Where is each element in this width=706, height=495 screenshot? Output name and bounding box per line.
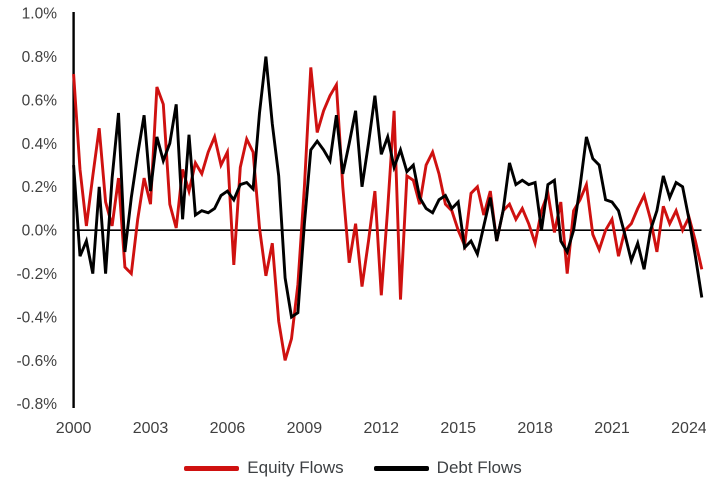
y-tick-label: 1.0% bbox=[22, 6, 58, 23]
x-tick-label: 2015 bbox=[440, 420, 476, 437]
y-axis-tick-labels: 1.0% 0.8% 0.6% 0.4% 0.2% 0.0% -0.2% -0.4% -0.6% -… bbox=[17, 6, 58, 414]
x-tick-label: 2003 bbox=[133, 420, 169, 437]
flows-line-chart: 1.0% 0.8% 0.6% 0.4% 0.2% 0.0% -0.2% -0.4% -0.6% -… bbox=[17, 6, 706, 437]
y-tick-label: 0.4% bbox=[22, 136, 58, 153]
x-tick-label: 2021 bbox=[594, 420, 630, 437]
y-tick-label: 0.2% bbox=[22, 179, 58, 196]
chart-legend: Equity Flows Debt Flows bbox=[0, 458, 706, 478]
y-tick-label: -0.6% bbox=[17, 353, 58, 370]
series-lines bbox=[72, 56, 704, 361]
legend-item-equity-flows: Equity Flows bbox=[184, 458, 344, 478]
x-tick-label: 2009 bbox=[287, 420, 323, 437]
y-tick-label: -0.8% bbox=[17, 396, 58, 413]
legend-item-debt-flows: Debt Flows bbox=[373, 458, 522, 478]
x-tick-label: 2006 bbox=[210, 420, 246, 437]
x-tick-label: 2018 bbox=[517, 420, 553, 437]
y-tick-label: -0.2% bbox=[17, 266, 58, 283]
debt-flows-legend-label: Debt Flows bbox=[436, 458, 522, 477]
x-axis-tick-labels: 2000 2003 2006 2009 2012 2015 2018 2021 2024 bbox=[56, 420, 706, 437]
y-tick-label: 0.8% bbox=[22, 49, 58, 66]
equity-flows-legend-label: Equity Flows bbox=[247, 458, 344, 477]
x-tick-label: 2012 bbox=[363, 420, 399, 437]
x-tick-label: 2024 bbox=[671, 420, 706, 437]
debt-flows-line bbox=[72, 56, 704, 320]
equity-flows-swatch-icon bbox=[184, 465, 240, 471]
y-tick-label: 0.6% bbox=[22, 92, 58, 109]
y-tick-label: -0.4% bbox=[17, 309, 58, 326]
debt-flows-swatch-icon bbox=[373, 465, 429, 471]
y-tick-label: 0.0% bbox=[22, 223, 58, 240]
equity-flows-line bbox=[72, 67, 704, 361]
x-tick-label: 2000 bbox=[56, 420, 92, 437]
